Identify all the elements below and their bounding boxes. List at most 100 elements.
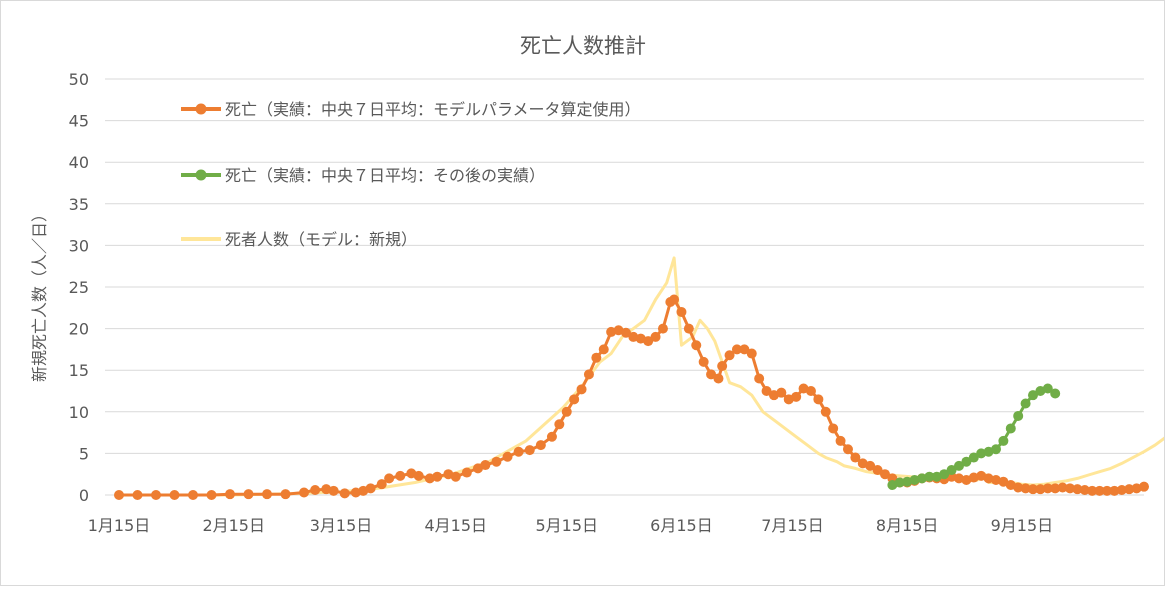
data-point <box>1013 482 1024 493</box>
data-point <box>1013 410 1024 421</box>
data-point <box>1064 483 1075 494</box>
x-tick-label: 9月15日 <box>991 516 1054 535</box>
data-point <box>842 444 853 455</box>
data-point <box>1094 485 1105 496</box>
chart-title: 死亡人数推計 <box>520 34 646 58</box>
y-tick-label: 35 <box>69 195 89 214</box>
data-point <box>683 323 694 334</box>
data-point <box>761 386 772 396</box>
legend-swatch-marker <box>195 103 207 115</box>
data-point <box>546 431 557 442</box>
data-point <box>706 369 717 380</box>
series-line-1 <box>891 387 1057 487</box>
data-point <box>813 394 824 405</box>
data-point <box>724 350 735 361</box>
data-point <box>132 490 143 500</box>
data-point <box>865 460 876 471</box>
data-point <box>376 479 387 490</box>
data-point <box>1124 484 1135 495</box>
data-point <box>924 471 935 482</box>
data-point <box>791 391 802 402</box>
data-point <box>998 435 1009 446</box>
data-point <box>713 373 724 384</box>
series-line-2 <box>167 256 1165 497</box>
data-point <box>583 369 594 380</box>
data-point <box>524 445 535 456</box>
series-layer <box>114 256 1165 500</box>
y-tick-label: 30 <box>69 236 89 255</box>
data-point <box>1050 388 1061 399</box>
data-point <box>946 465 957 476</box>
data-point <box>754 373 765 384</box>
legend-label: 死者人数（モデル：新規） <box>225 230 417 249</box>
data-point <box>169 490 180 500</box>
data-point <box>1072 484 1083 495</box>
data-point <box>1079 485 1090 496</box>
x-tick-label: 7月15日 <box>761 516 824 535</box>
y-tick-label: 15 <box>69 361 89 380</box>
data-point <box>151 490 162 500</box>
data-point <box>513 446 524 457</box>
data-point <box>535 440 546 451</box>
data-point <box>576 384 587 395</box>
data-point <box>1035 484 1046 495</box>
data-point <box>1020 398 1031 409</box>
data-point <box>598 344 609 355</box>
data-point <box>432 471 443 482</box>
data-point <box>731 344 742 355</box>
data-point <box>491 456 502 467</box>
data-point <box>698 356 709 367</box>
data-point <box>939 469 950 480</box>
data-point <box>299 487 310 498</box>
data-point <box>669 294 680 305</box>
data-point <box>953 460 964 471</box>
y-tick-label: 45 <box>69 112 89 131</box>
data-point <box>206 490 217 500</box>
data-point <box>1057 482 1068 493</box>
data-point <box>1042 483 1053 494</box>
data-point <box>1027 484 1038 495</box>
data-point <box>879 469 890 480</box>
y-tick-label: 0 <box>79 486 89 505</box>
x-tick-label: 3月15日 <box>310 516 373 535</box>
data-point <box>620 327 631 338</box>
data-point <box>1109 485 1120 496</box>
data-point <box>990 444 1001 455</box>
data-point <box>746 348 757 359</box>
data-point <box>395 470 406 481</box>
data-point <box>650 331 661 342</box>
data-point <box>1027 390 1038 401</box>
data-point <box>339 488 350 499</box>
data-point <box>310 485 321 496</box>
data-point <box>1087 485 1098 496</box>
data-point <box>280 489 291 500</box>
data-point <box>1116 485 1127 496</box>
data-point <box>554 419 565 430</box>
data-point <box>461 467 472 478</box>
data-point <box>480 460 491 471</box>
data-point <box>1042 383 1053 394</box>
data-point <box>1050 483 1061 494</box>
y-axis-label: 新規死亡人数（人／日） <box>30 206 49 382</box>
data-point <box>968 452 979 463</box>
data-point <box>657 323 668 334</box>
data-point <box>805 386 816 396</box>
data-point <box>643 336 654 347</box>
data-point <box>820 406 831 417</box>
data-point <box>691 340 702 351</box>
data-point <box>828 423 839 434</box>
data-point <box>591 352 602 363</box>
data-point <box>1139 481 1149 492</box>
data-point <box>450 471 461 482</box>
x-tick-label: 2月15日 <box>202 516 265 535</box>
data-point <box>835 435 846 446</box>
data-point <box>413 470 424 481</box>
data-point <box>502 451 513 462</box>
data-point <box>1101 485 1112 496</box>
data-point <box>188 490 199 500</box>
data-point <box>1020 483 1031 494</box>
y-axis-ticks: 0 5 10 15 20 25 30 35 40 45 50 <box>69 70 89 505</box>
data-point <box>384 473 395 484</box>
x-axis-ticks: 1月15日 2月15日 3月15日 4月15日 5月15日 6月15日 7月15日 8月15日… <box>88 516 1053 535</box>
